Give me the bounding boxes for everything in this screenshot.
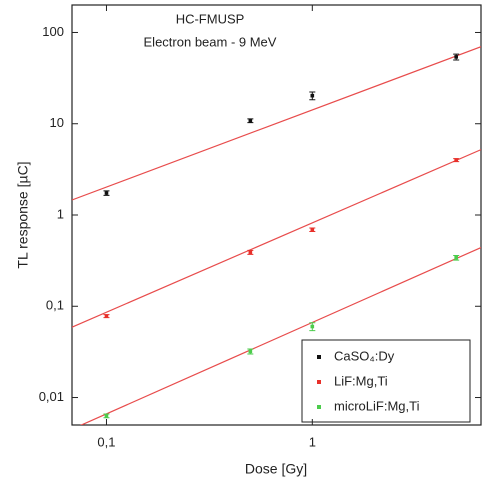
fit-line <box>79 246 481 425</box>
y-tick-label: 0,01 <box>39 389 64 404</box>
legend-marker <box>317 405 321 409</box>
fit-line <box>72 149 481 328</box>
y-tick-label: 10 <box>50 115 64 130</box>
data-point <box>104 191 109 195</box>
data-point <box>248 349 253 354</box>
fit-line <box>72 46 481 201</box>
data-point <box>310 324 315 329</box>
x-axis-label: Dose [Gy] <box>245 461 307 477</box>
legend-label: CaSO₄:Dy <box>334 348 395 363</box>
annotation: HC-FMUSP <box>176 11 245 26</box>
y-tick-label: 1 <box>57 206 64 221</box>
y-tick-label: 0,1 <box>46 298 64 313</box>
annotation: Electron beam - 9 MeV <box>144 34 277 49</box>
legend-marker <box>317 355 321 359</box>
legend <box>301 339 471 423</box>
data-point <box>104 314 109 318</box>
data-point <box>248 118 253 123</box>
plot-area <box>72 46 481 425</box>
y-tick-label: 100 <box>42 24 64 39</box>
data-point <box>248 250 253 255</box>
data-point <box>454 255 458 260</box>
legend-marker <box>317 380 321 384</box>
data-point <box>310 227 315 232</box>
x-tick-label: 1 <box>309 434 316 449</box>
data-point <box>454 55 458 59</box>
data-point <box>454 158 458 162</box>
legend-label: microLiF:Mg,Ti <box>334 398 420 413</box>
y-axis-label: TL response [µC] <box>15 161 31 268</box>
x-tick-label: 0,1 <box>97 434 115 449</box>
data-point <box>310 93 315 98</box>
legend-label: LiF:Mg,Ti <box>334 373 388 388</box>
data-point <box>104 414 109 418</box>
